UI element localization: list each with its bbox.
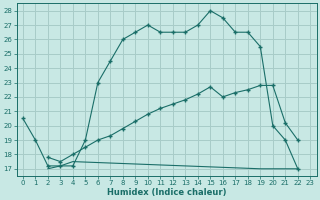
X-axis label: Humidex (Indice chaleur): Humidex (Indice chaleur) xyxy=(107,188,226,197)
